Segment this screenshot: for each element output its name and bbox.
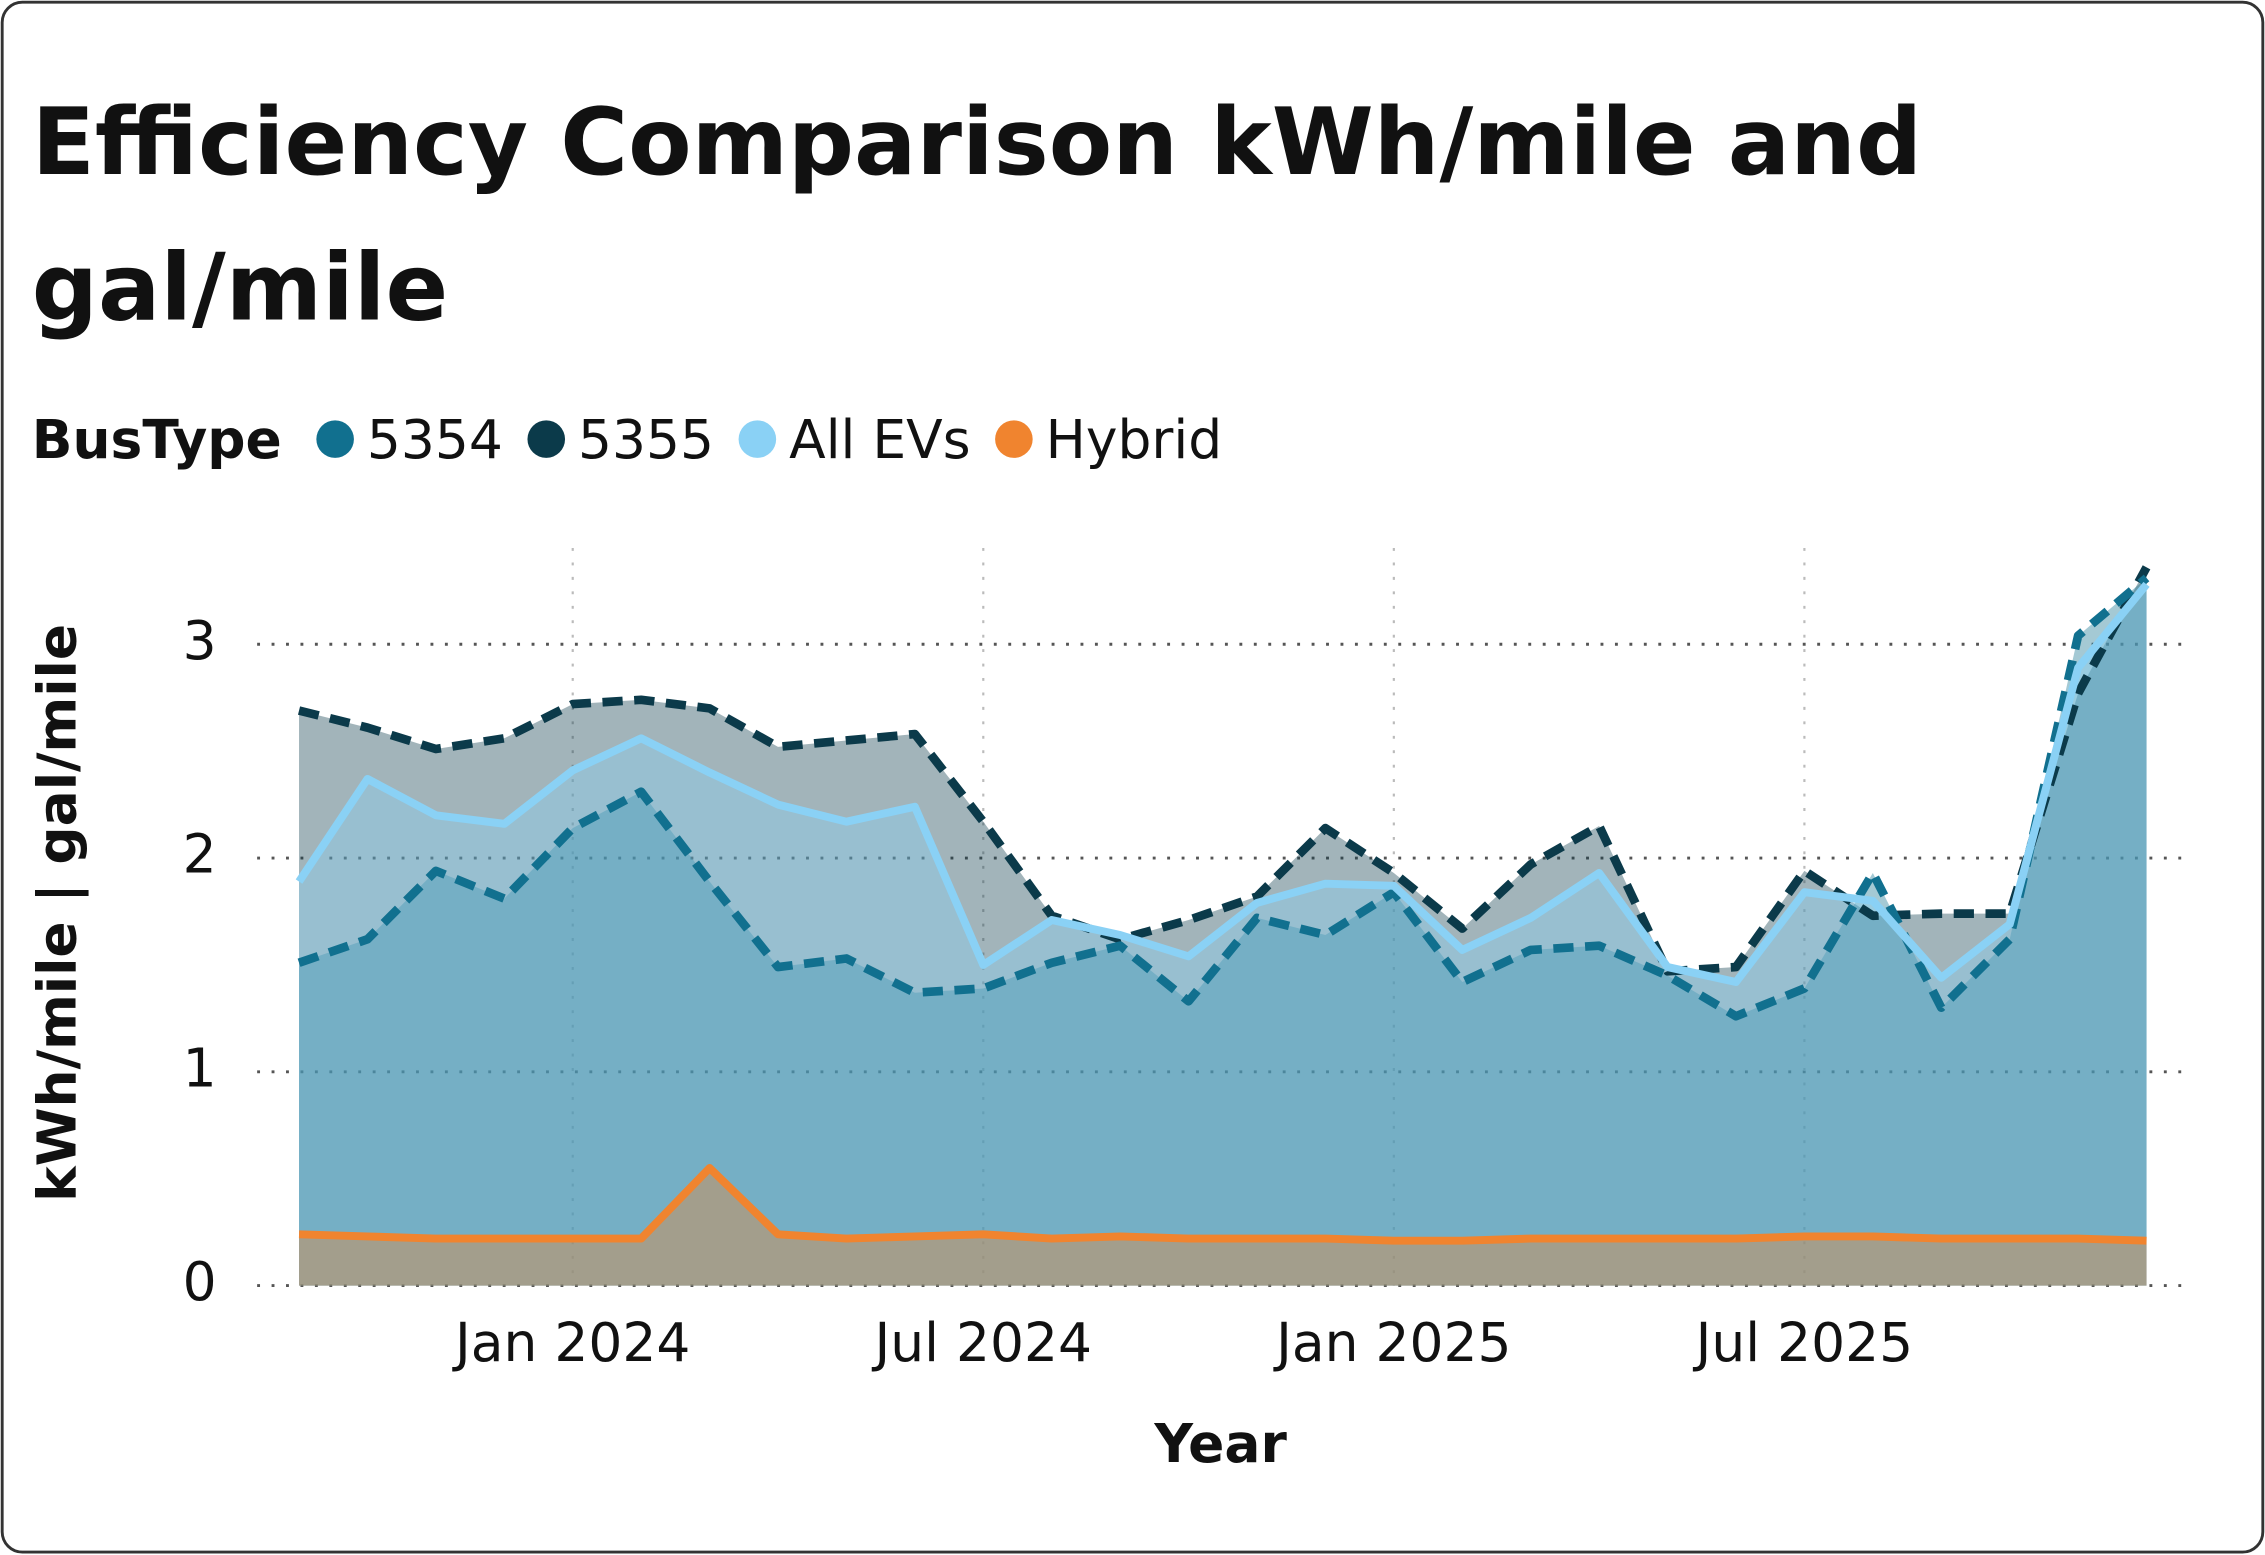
area-fill <box>299 584 2147 1286</box>
area-fill <box>299 1168 2147 1286</box>
series-line <box>298 1164 2147 1245</box>
x-tick-label: Jan 2024 <box>452 1311 690 1374</box>
y-axis-label: kWh/mile | gal/mile <box>25 624 88 1202</box>
area-fill <box>299 577 2147 1286</box>
x-axis-label: Year <box>1153 1412 1287 1475</box>
legend-marker <box>527 420 566 458</box>
chart-title: Efficiency Comparison kWh/mile and gal/mi… <box>32 88 1922 342</box>
y-tick-label: 0 <box>183 1250 217 1313</box>
legend-label: 5354 <box>367 408 503 471</box>
legend-label: 5355 <box>578 408 714 471</box>
x-tick-label: Jul 2024 <box>872 1311 1092 1374</box>
x-tick-label: Jan 2025 <box>1273 1311 1511 1374</box>
x-tick-label: Jul 2025 <box>1693 1311 1913 1374</box>
legend-label: Hybrid <box>1046 408 1222 471</box>
legend-title: BusType <box>32 408 282 471</box>
legend-label: All EVs <box>789 408 970 471</box>
y-tick-label: 1 <box>183 1036 217 1099</box>
y-tick-label: 2 <box>183 823 217 886</box>
y-tick-label: 3 <box>183 609 217 672</box>
series-line <box>295 581 2150 986</box>
legend-marker <box>316 420 354 458</box>
legend-marker <box>738 420 777 458</box>
legend-marker <box>995 420 1033 458</box>
